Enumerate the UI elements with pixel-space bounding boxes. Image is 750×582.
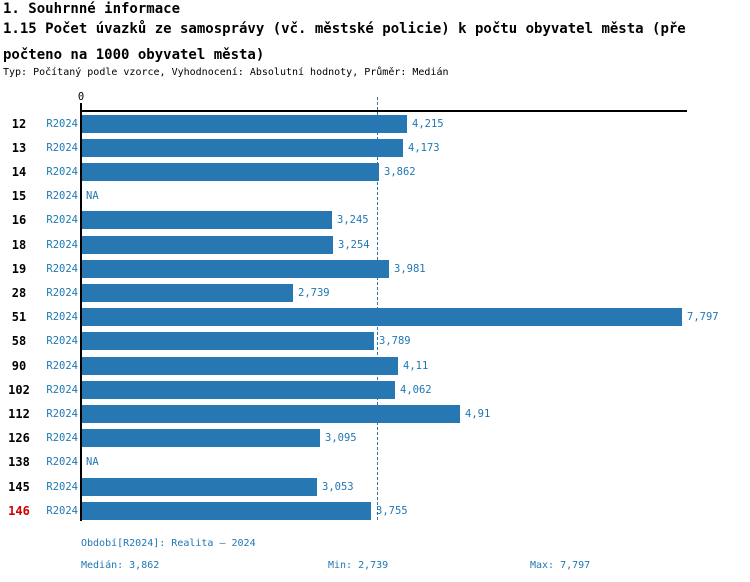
row-value-label: 3,053 [322, 480, 354, 493]
row-bar [82, 429, 320, 448]
row-category-label: 18 [11, 237, 27, 252]
row-bar [82, 283, 293, 302]
y-axis-line [80, 103, 82, 521]
footer-min: Min: 2,739 [328, 560, 389, 571]
footer-period-info: Období[R2024]: Realita – 2024 [81, 538, 256, 549]
row-period-label: R2024 [46, 190, 78, 203]
row-category-label: 14 [11, 164, 27, 179]
row-category-label: 15 [11, 189, 27, 204]
row-value-label: 3,981 [394, 262, 426, 275]
row-category-label: 19 [11, 261, 27, 276]
row-bar [82, 380, 395, 399]
row-category-label: 112 [8, 406, 30, 421]
footer-max: Max: 7,797 [530, 560, 591, 571]
row-value-label: 3,789 [379, 335, 411, 348]
row-value-label: 4,062 [400, 383, 432, 396]
row-bar [82, 259, 389, 278]
row-category-label: 126 [8, 431, 30, 446]
indicator-title-line-2: počteno na 1000 obyvatel města) [3, 47, 265, 63]
row-period-label: R2024 [46, 238, 78, 251]
row-period-label: R2024 [46, 480, 78, 493]
row-period-label: R2024 [46, 141, 78, 154]
row-period-label: R2024 [46, 262, 78, 275]
row-category-label: 146 [8, 503, 30, 518]
row-bar [82, 138, 403, 157]
row-category-label: 16 [11, 213, 27, 228]
row-bar [82, 235, 333, 254]
footer-median: Medián: 3,862 [81, 560, 160, 571]
row-category-label: 13 [11, 140, 27, 155]
row-bar [82, 332, 374, 351]
row-bar [82, 356, 398, 375]
x-axis-zero-label: 0 [77, 91, 85, 103]
row-value-label: 3,755 [376, 504, 408, 517]
chart-meta: Typ: Počítaný podle vzorce, Vyhodnocení:… [3, 67, 449, 78]
row-period-label: R2024 [46, 335, 78, 348]
row-period-label: R2024 [46, 359, 78, 372]
row-period-label: R2024 [46, 117, 78, 130]
row-period-label: R2024 [46, 407, 78, 420]
row-period-label: R2024 [46, 504, 78, 517]
row-period-label: R2024 [46, 456, 78, 469]
row-period-label: R2024 [46, 165, 78, 178]
row-category-label: 12 [11, 116, 27, 131]
row-category-label: 145 [8, 479, 30, 494]
x-axis-line [81, 110, 687, 112]
row-category-label: 28 [11, 285, 27, 300]
row-bar [82, 308, 682, 327]
section-title: 1. Souhrnné informace [3, 1, 181, 17]
row-category-label: 90 [11, 358, 27, 373]
row-value-label: 2,739 [298, 286, 330, 299]
row-period-label: R2024 [46, 432, 78, 445]
row-value-label: 4,173 [408, 141, 440, 154]
row-category-label: 51 [11, 310, 27, 325]
row-bar [82, 501, 371, 520]
row-value-label: 4,91 [465, 407, 491, 420]
row-bar [82, 477, 317, 496]
row-bar [82, 404, 460, 423]
row-na-label: NA [86, 190, 99, 203]
row-bar [82, 211, 332, 230]
row-category-label: 58 [11, 334, 27, 349]
row-period-label: R2024 [46, 286, 78, 299]
row-value-label: 3,862 [384, 165, 416, 178]
row-value-label: 3,254 [338, 238, 370, 251]
row-bar [82, 114, 407, 133]
row-na-label: NA [86, 456, 99, 469]
row-period-label: R2024 [46, 383, 78, 396]
row-category-label: 138 [8, 455, 30, 470]
row-value-label: 3,095 [325, 432, 357, 445]
row-bar [82, 162, 379, 181]
indicator-title-line-1: 1.15 Počet úvazků ze samosprávy (vč. měs… [3, 21, 686, 37]
row-value-label: 3,245 [337, 214, 369, 227]
row-value-label: 4,215 [412, 117, 444, 130]
row-value-label: 7,797 [687, 311, 719, 324]
row-period-label: R2024 [46, 214, 78, 227]
row-category-label: 102 [8, 382, 30, 397]
row-value-label: 4,11 [403, 359, 429, 372]
row-period-label: R2024 [46, 311, 78, 324]
